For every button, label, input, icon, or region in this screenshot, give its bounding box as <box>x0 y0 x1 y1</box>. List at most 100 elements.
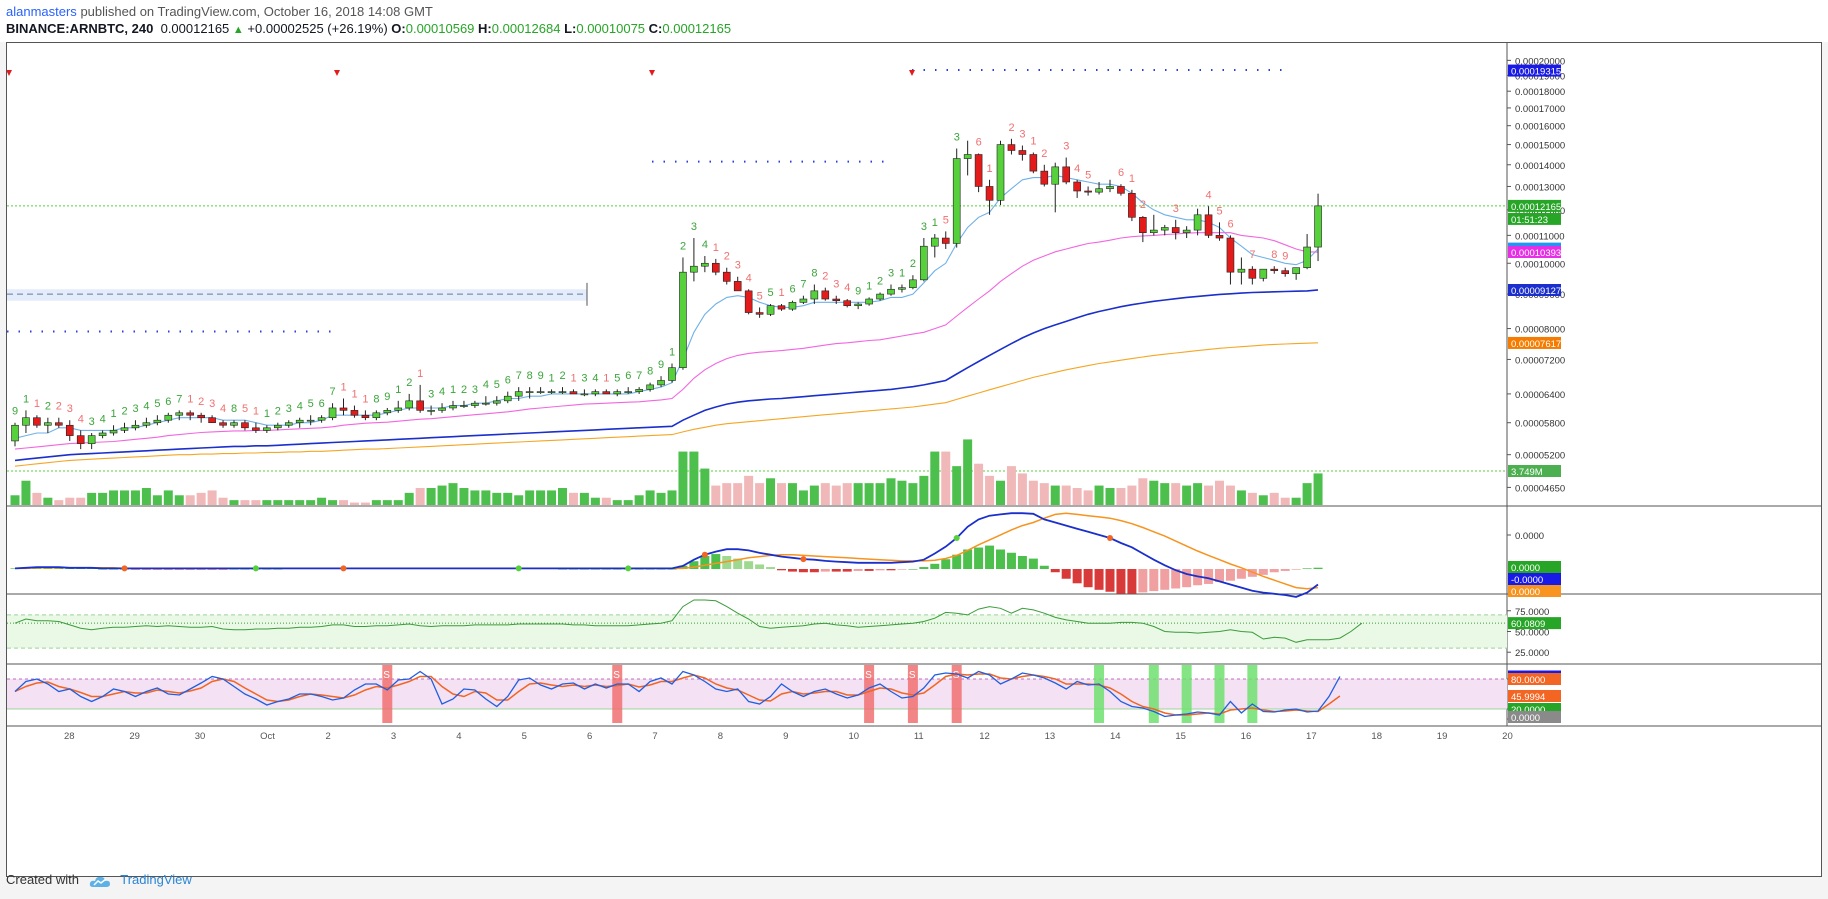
price-label-box <box>1508 465 1561 477</box>
price-tick-label: 0.00005200 <box>1515 451 1565 462</box>
td-count-label: 1 <box>549 372 555 384</box>
td-count-label: 7 <box>176 393 182 405</box>
volume-bar <box>612 500 622 505</box>
td-count-label: 2 <box>877 275 883 287</box>
publisher-link[interactable]: alanmasters <box>6 4 77 19</box>
volume-bar <box>1160 483 1170 505</box>
td-count-label: 2 <box>56 401 62 413</box>
macd-cross-dot <box>625 565 632 572</box>
volume-bar <box>634 495 644 505</box>
macd-histogram-bar <box>678 565 688 569</box>
candle-body <box>1237 268 1246 273</box>
volume-bar <box>426 488 436 505</box>
candle-body <box>635 389 643 392</box>
volume-bar <box>1258 495 1268 505</box>
time-axis-label: 30 <box>195 731 206 742</box>
stoch-sell-zone <box>612 665 623 723</box>
volume-bar <box>196 492 206 505</box>
volume-bar <box>371 500 381 505</box>
macd-histogram-bar <box>963 549 973 569</box>
stoch-sell-letter: S <box>383 670 390 681</box>
macd-histogram-bar <box>864 569 874 571</box>
td-count-label: 8 <box>527 370 533 382</box>
volume-bar <box>798 490 808 505</box>
macd-histogram-bar <box>207 569 217 570</box>
volume-bar <box>787 483 797 505</box>
macd-histogram-bar <box>897 569 907 570</box>
candle-body <box>920 245 928 281</box>
td-count-label: 4 <box>100 413 106 425</box>
volume-bar <box>1225 485 1235 505</box>
symbol-label[interactable]: BINANCE:ARNBTC, 240 <box>6 21 154 36</box>
price-label-text: 60.0809 <box>1511 619 1545 630</box>
candle-body <box>580 393 589 396</box>
td-count-label: 1 <box>603 372 609 384</box>
candle-body <box>1314 205 1322 248</box>
volume-bar <box>1302 483 1312 505</box>
volume-bar <box>1313 473 1323 505</box>
td-count-label: 2 <box>822 271 828 283</box>
volume-bar <box>382 500 392 505</box>
td-count-label: 6 <box>1227 218 1233 230</box>
volume-bar <box>284 500 294 505</box>
candle-body <box>361 414 370 419</box>
chart-canvas[interactable]: 0.00020000 0.00019000 0.00018000 0.00017000… <box>6 43 1821 876</box>
symbol-line: BINANCE:ARNBTC, 240 0.00012165 ▲ +0.0000… <box>6 21 731 36</box>
stoch-sell-letter: S <box>613 670 620 681</box>
price-tick-label: 0.00007200 <box>1515 355 1565 366</box>
volume-bar <box>875 483 885 505</box>
candle-body <box>1073 181 1081 192</box>
macd-histogram-bar <box>908 569 918 570</box>
volume-bar <box>207 490 217 505</box>
td-count-label: 2 <box>198 396 204 408</box>
candle-body <box>1303 246 1311 268</box>
td-count-label: 3 <box>954 132 960 144</box>
volume-bar <box>1105 488 1115 505</box>
stoch-band <box>7 679 1507 709</box>
candle-body <box>284 422 293 426</box>
volume-bar <box>229 500 239 505</box>
candle-body <box>22 417 30 426</box>
stoch-buy-zone <box>1214 665 1225 723</box>
macd-histogram-bar <box>1236 569 1246 579</box>
candle-body <box>690 265 698 273</box>
time-axis-label: 16 <box>1241 731 1252 742</box>
macd-cross-dot <box>1107 535 1113 541</box>
volume-bar <box>1072 488 1082 505</box>
candle-body <box>722 271 731 282</box>
candle-body <box>569 391 578 395</box>
volume-bar <box>579 492 589 505</box>
candle-body <box>602 391 611 395</box>
candle-body <box>471 402 479 406</box>
price-tick-label: 0.00004650 <box>1515 483 1565 494</box>
td-count-label: 8 <box>231 403 237 415</box>
candle-body <box>482 402 490 405</box>
chart-container[interactable]: 0.00020000 0.00019000 0.00018000 0.00017000… <box>6 42 1822 877</box>
volume-bar <box>722 483 732 505</box>
stoch-sell-letter: S <box>865 670 872 681</box>
price-tick-label: 0.00013000 <box>1515 182 1565 193</box>
rsi-tick-label: 50.0000 <box>1515 627 1549 638</box>
td-count-label: 1 <box>1030 135 1036 147</box>
macd-histogram-bar <box>1028 558 1038 569</box>
signal-triangle <box>334 70 340 76</box>
macd-histogram-bar <box>820 569 830 572</box>
candle-body <box>1051 166 1060 185</box>
td-count-label: 2 <box>560 370 566 382</box>
candle-body <box>405 400 414 409</box>
candle-body <box>1193 214 1202 231</box>
macd-histogram-bar <box>853 569 863 571</box>
td-count-label: 1 <box>932 217 938 229</box>
price-tick-label: 0.00016000 <box>1515 122 1565 133</box>
td-count-label: 1 <box>395 384 401 396</box>
volume-bar <box>667 490 677 505</box>
candle-body <box>876 293 884 300</box>
td-count-label: 2 <box>461 384 467 396</box>
td-count-label: 9 <box>658 359 664 371</box>
candle-body <box>1160 227 1169 231</box>
td-count-label: 1 <box>987 163 993 175</box>
td-count-label: 2 <box>122 406 128 418</box>
volume-bar <box>777 483 786 505</box>
tradingview-brand[interactable]: TradingView <box>120 872 192 887</box>
macd-histogram-bar <box>919 567 929 569</box>
